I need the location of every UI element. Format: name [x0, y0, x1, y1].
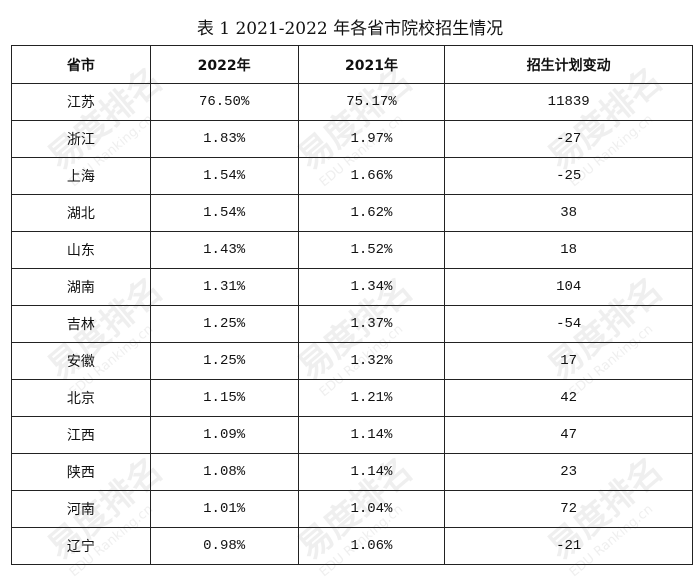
- table-row: 吉林 1.25% 1.37% -54: [11, 305, 693, 343]
- cell-plan-change: 23: [444, 453, 693, 491]
- cell-plan-change: 18: [444, 231, 693, 269]
- cell-province: 江西: [11, 416, 151, 454]
- cell-2021: 1.04%: [297, 490, 446, 528]
- table-title: 表 1 2021-2022 年各省市院校招生情况: [196, 19, 504, 39]
- cell-2022: 1.43%: [149, 231, 299, 269]
- cell-2021: 1.21%: [297, 379, 446, 417]
- cell-plan-change: -27: [444, 120, 693, 158]
- cell-2022: 1.25%: [149, 342, 299, 380]
- cell-province: 辽宁: [11, 527, 151, 565]
- cell-province: 安徽: [11, 342, 151, 380]
- cell-province: 北京: [11, 379, 151, 417]
- table-row: 浙江 1.83% 1.97% -27: [11, 120, 693, 158]
- cell-2022: 76.50%: [149, 83, 299, 121]
- table-row: 江苏 76.50% 75.17% 11839: [11, 83, 693, 121]
- table-row: 安徽 1.25% 1.32% 17: [11, 342, 693, 380]
- cell-plan-change: 17: [444, 342, 693, 380]
- cell-2021: 1.37%: [297, 305, 446, 343]
- cell-2022: 1.54%: [149, 194, 299, 232]
- cell-2022: 1.09%: [149, 416, 299, 454]
- cell-2021: 1.66%: [297, 157, 446, 195]
- cell-plan-change: 11839: [444, 83, 693, 121]
- cell-2021: 1.97%: [297, 120, 446, 158]
- cell-2022: 1.15%: [149, 379, 299, 417]
- cell-2021: 75.17%: [297, 83, 446, 121]
- table-row: 陕西 1.08% 1.14% 23: [11, 453, 693, 491]
- table-row: 湖南 1.31% 1.34% 104: [11, 268, 693, 306]
- cell-2022: 1.25%: [149, 305, 299, 343]
- cell-province: 陕西: [11, 453, 151, 491]
- enrollment-table: 省市 2022年 2021年 招生计划变动 江苏 76.50% 75.17% 1183…: [11, 45, 693, 565]
- table-row: 江西 1.09% 1.14% 47: [11, 416, 693, 454]
- header-province: 省市: [11, 45, 151, 84]
- header-plan-change: 招生计划变动: [444, 45, 693, 84]
- cell-plan-change: -21: [444, 527, 693, 565]
- cell-plan-change: 104: [444, 268, 693, 306]
- cell-plan-change: -25: [444, 157, 693, 195]
- table-row: 山东 1.43% 1.52% 18: [11, 231, 693, 269]
- cell-plan-change: 38: [444, 194, 693, 232]
- cell-province: 浙江: [11, 120, 151, 158]
- table-row: 辽宁 0.98% 1.06% -21: [11, 527, 693, 565]
- header-row: 省市 2022年 2021年 招生计划变动: [11, 45, 693, 84]
- cell-2021: 1.14%: [297, 416, 446, 454]
- cell-province: 湖南: [11, 268, 151, 306]
- cell-province: 吉林: [11, 305, 151, 343]
- cell-2021: 1.14%: [297, 453, 446, 491]
- table-row: 北京 1.15% 1.21% 42: [11, 379, 693, 417]
- cell-plan-change: -54: [444, 305, 693, 343]
- cell-2021: 1.34%: [297, 268, 446, 306]
- table-row: 上海 1.54% 1.66% -25: [11, 157, 693, 195]
- cell-2022: 1.08%: [149, 453, 299, 491]
- cell-2021: 1.62%: [297, 194, 446, 232]
- cell-2022: 1.01%: [149, 490, 299, 528]
- cell-province: 湖北: [11, 194, 151, 232]
- cell-2022: 1.54%: [149, 157, 299, 195]
- cell-province: 江苏: [11, 83, 151, 121]
- cell-province: 河南: [11, 490, 151, 528]
- cell-2021: 1.06%: [297, 527, 446, 565]
- cell-province: 上海: [11, 157, 151, 195]
- table-row: 湖北 1.54% 1.62% 38: [11, 194, 693, 232]
- table-row: 河南 1.01% 1.04% 72: [11, 490, 693, 528]
- cell-2022: 0.98%: [149, 527, 299, 565]
- header-2022: 2022年: [149, 45, 299, 84]
- cell-2022: 1.83%: [149, 120, 299, 158]
- header-2021: 2021年: [297, 45, 446, 84]
- cell-2021: 1.32%: [297, 342, 446, 380]
- cell-plan-change: 72: [444, 490, 693, 528]
- cell-2022: 1.31%: [149, 268, 299, 306]
- cell-province: 山东: [11, 231, 151, 269]
- cell-plan-change: 42: [444, 379, 693, 417]
- cell-2021: 1.52%: [297, 231, 446, 269]
- cell-plan-change: 47: [444, 416, 693, 454]
